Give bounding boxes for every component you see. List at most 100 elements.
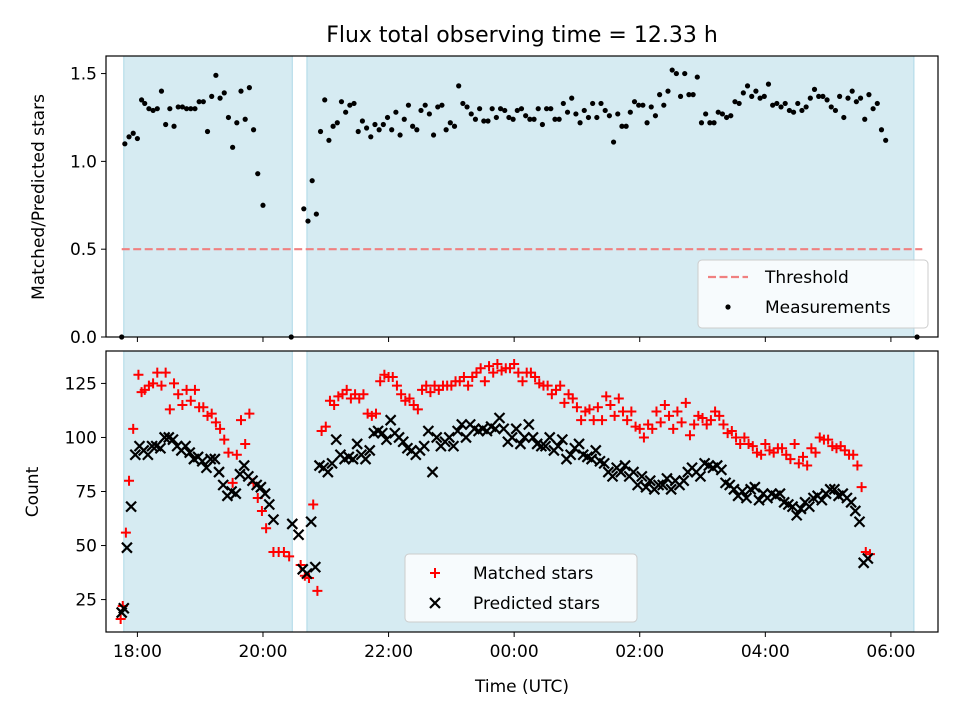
predicted-star-point — [118, 602, 130, 615]
predicted-star-point — [523, 418, 535, 431]
measurement-point — [795, 100, 801, 107]
measurement-point — [230, 144, 236, 150]
predicted-star-point — [217, 479, 229, 491]
predicted-star-point — [790, 509, 803, 522]
measurement-point — [326, 137, 332, 143]
matched-star-point — [358, 389, 369, 400]
measurement-point — [799, 107, 805, 114]
measurement-point — [489, 106, 495, 112]
matched-star-point — [284, 551, 295, 562]
measurement-point — [363, 125, 370, 131]
measurement-point — [351, 100, 357, 107]
measurement-point — [736, 100, 742, 107]
predicted-star-point — [740, 492, 753, 504]
matched-star-point — [647, 423, 658, 434]
matched-star-point — [223, 447, 234, 458]
predicted-star-point — [539, 440, 552, 452]
matched-star-point — [609, 410, 620, 421]
matched-star-point — [731, 432, 742, 443]
matched-star-point — [664, 410, 675, 421]
x-tick-label: 06:00 — [866, 642, 915, 662]
measurement-point — [648, 104, 654, 110]
measurement-point — [657, 92, 663, 98]
measurement-point — [564, 109, 571, 115]
measurement-point — [213, 72, 219, 78]
y-tick-label: 1.0 — [70, 152, 97, 172]
predicted-star-point — [263, 498, 276, 511]
y-tick-label: 0.5 — [70, 240, 97, 260]
measurement-point — [317, 128, 324, 135]
predicted-star-point — [158, 431, 171, 444]
measurement-point — [372, 121, 378, 128]
measurement-point — [309, 178, 315, 184]
predicted-star-point — [167, 433, 179, 446]
y-tick-label: 0.0 — [70, 328, 97, 348]
measurement-point — [330, 123, 336, 129]
legend-box — [697, 259, 929, 329]
matched-star-point — [689, 419, 700, 430]
measurement-point — [368, 134, 374, 140]
matched-star-point — [425, 387, 436, 398]
matched-star-point — [475, 363, 486, 374]
measurement-point — [715, 109, 721, 115]
measurement-point — [146, 106, 152, 112]
y-tick-label: 50 — [75, 537, 97, 557]
matched-star-point — [597, 415, 608, 426]
matched-star-point — [509, 358, 520, 369]
predicted-star-point — [376, 427, 389, 439]
measurement-point — [255, 171, 261, 177]
matched-star-point — [718, 419, 729, 430]
matched-star-point — [672, 406, 683, 417]
predicted-star-point — [121, 541, 133, 554]
matched-star-point — [115, 614, 126, 625]
matched-star-point — [124, 475, 135, 486]
measurement-point — [472, 116, 479, 122]
measurement-point — [673, 70, 679, 77]
measurement-point — [883, 137, 889, 143]
matched-star-point — [789, 438, 800, 449]
predicted-star-point — [636, 470, 648, 483]
matched-star-point — [726, 425, 737, 436]
measurement-point — [246, 85, 252, 91]
matched-star-point — [622, 415, 633, 426]
matched-star-point — [185, 395, 196, 406]
measurement-point — [627, 109, 633, 115]
legend-label: Matched stars — [473, 564, 593, 584]
predicted-star-point — [598, 457, 610, 470]
predicted-star-point — [305, 515, 317, 528]
measurement-point — [510, 116, 516, 122]
matched-star-point — [227, 477, 238, 488]
x-tick-label: 22:00 — [364, 642, 413, 662]
measurement-point — [849, 88, 855, 94]
measurement-point — [782, 100, 788, 107]
predicted-star-point — [259, 487, 271, 500]
matched-star-point — [244, 408, 255, 419]
measurement-point — [481, 118, 487, 124]
matched-star-point — [169, 378, 180, 389]
measurement-point — [138, 97, 145, 103]
measurement-point — [874, 100, 880, 107]
predicted-star-point — [301, 567, 313, 580]
measurement-point — [485, 118, 491, 124]
measurement-point — [217, 95, 223, 101]
measurement-point — [355, 128, 361, 135]
matched-star-point — [626, 406, 637, 417]
measurement-point — [698, 120, 705, 126]
measurement-point — [142, 100, 148, 107]
measurement-point — [590, 100, 596, 107]
predicted-star-point — [652, 479, 665, 491]
measurement-point — [548, 106, 554, 112]
predicted-star-point — [418, 440, 430, 452]
matched-star-point — [198, 402, 209, 413]
matched-star-point — [261, 523, 272, 534]
matched-star-point — [852, 460, 863, 471]
matched-star-point — [697, 413, 708, 424]
measurement-point — [862, 116, 868, 122]
measurement-point — [594, 114, 600, 121]
measurement-point — [832, 107, 839, 114]
x-tick-label: 04:00 — [741, 642, 790, 662]
matched-star-point — [576, 415, 587, 426]
predicted-star-point — [677, 474, 690, 487]
chart-title: Flux total observing time = 12.33 h — [326, 23, 718, 48]
measurement-point — [677, 93, 684, 99]
